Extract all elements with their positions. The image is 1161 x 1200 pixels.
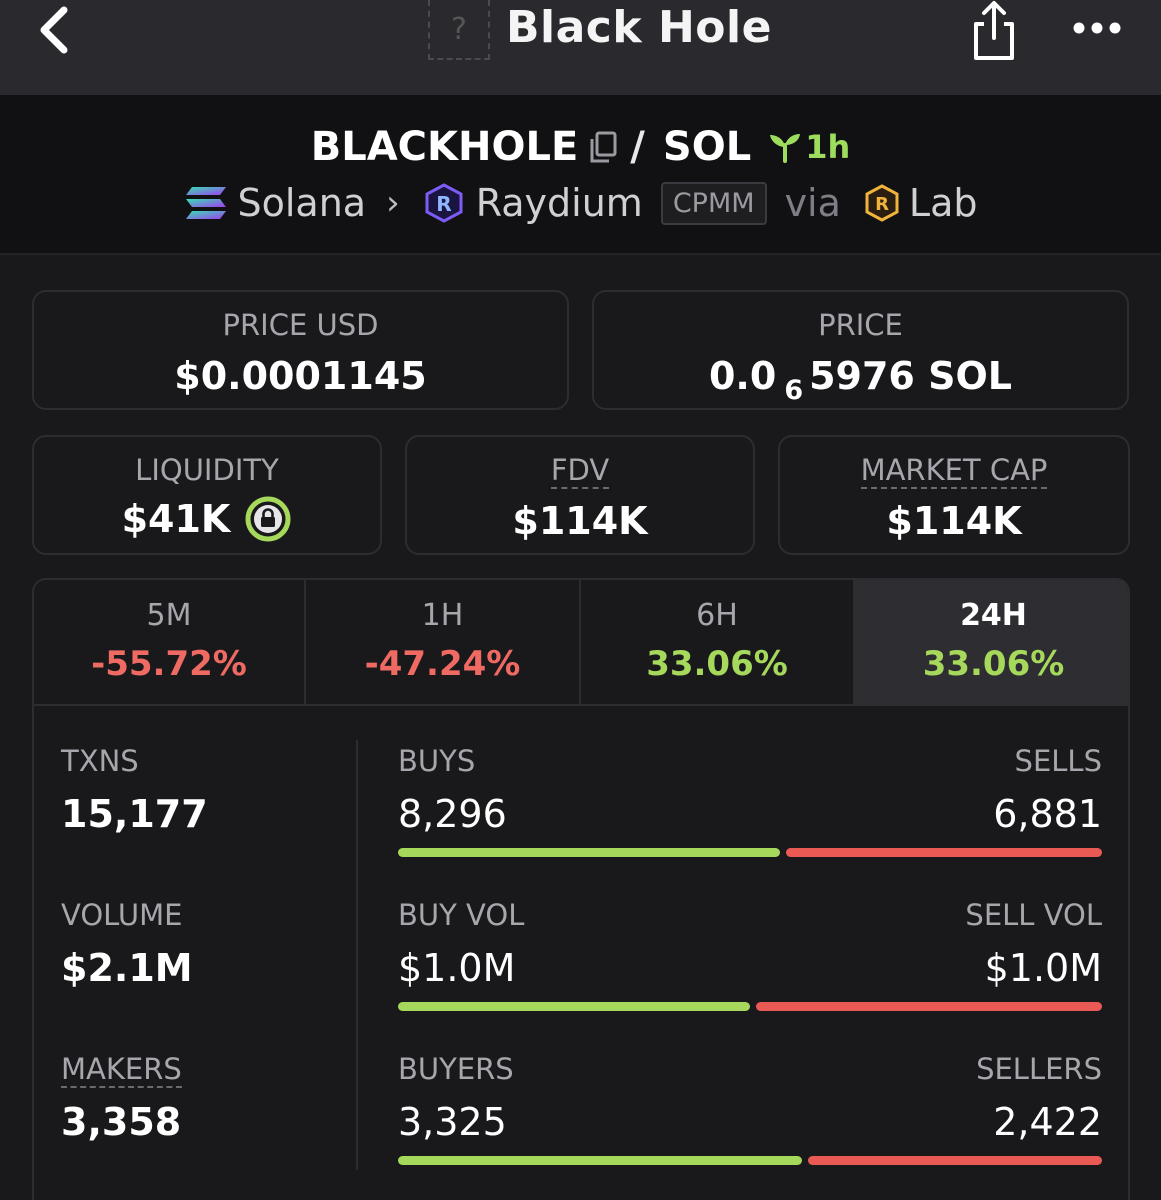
price-usd-label: PRICE USD — [222, 308, 379, 342]
back-chevron-icon[interactable] — [30, 4, 80, 56]
liquidity-value: $41K — [121, 497, 231, 541]
sellers-bar — [808, 1156, 1102, 1165]
tab-5m-change: -55.72% — [91, 644, 247, 684]
makers-value: 3,358 — [61, 1100, 182, 1144]
market-cap-label[interactable]: MARKET CAP — [860, 453, 1048, 489]
price-usd-card: PRICE USD $0.0001145 — [32, 290, 569, 410]
txns-label: TXNS — [61, 744, 139, 778]
via-label: via — [784, 181, 841, 225]
buys-bar — [398, 848, 780, 857]
sells-value: 6,881 — [993, 792, 1102, 836]
volume-value: $2.1M — [61, 946, 193, 990]
raydium-icon: R — [425, 183, 463, 223]
tab-1h-change: -47.24% — [364, 644, 521, 684]
tab-1h[interactable]: 1H -47.24% — [306, 580, 581, 704]
price-native-prefix: 0.0 — [708, 354, 777, 398]
token-image-placeholder: ? — [428, 0, 490, 60]
copy-icon[interactable] — [588, 130, 618, 164]
buys-value: 8,296 — [398, 792, 507, 836]
liquidity-card: LIQUIDITY $41K — [32, 435, 382, 555]
sellers-label: SELLERS — [976, 1052, 1102, 1086]
stats-divider — [356, 740, 358, 1170]
price-native-card: PRICE 0.0 6 5976 SOL — [592, 290, 1129, 410]
fdv-card: FDV $114K — [405, 435, 755, 555]
solana-icon — [185, 187, 226, 219]
pair-age-label: 1h — [805, 128, 851, 166]
buyers-label: BUYERS — [398, 1052, 514, 1086]
chevron-right-icon: › — [386, 183, 400, 223]
via-name[interactable]: Lab — [908, 181, 978, 225]
volume-label: VOLUME — [61, 898, 183, 932]
page-title: Black Hole — [506, 2, 772, 53]
base-token-symbol: BLACKHOLE — [310, 124, 579, 170]
timeframe-stats-panel: 5M -55.72% 1H -47.24% 6H 33.06% 24H 33.0… — [32, 578, 1130, 1200]
tab-6h[interactable]: 6H 33.06% — [581, 580, 855, 704]
pair-info-section: BLACKHOLE / SOL 1h Solana › R Ra — [0, 95, 1161, 255]
chain-dex-row: Solana › R Raydium CPMM via R Lab — [0, 178, 1161, 228]
stats-grid: TXNS 15,177 BUYS 8,296 SELLS 6,881 VOLUM… — [34, 706, 1128, 1200]
liquidity-value-row: $41K — [34, 495, 380, 543]
lab-icon: R — [865, 184, 899, 222]
sell-vol-bar — [756, 1002, 1102, 1011]
pair-title: BLACKHOLE / SOL 1h — [0, 123, 1161, 171]
tab-1h-label: 1H — [421, 598, 464, 633]
tab-6h-label: 6H — [696, 598, 738, 633]
fdv-label[interactable]: FDV — [550, 453, 610, 489]
liquidity-label: LIQUIDITY — [135, 453, 279, 487]
tab-5m-label: 5M — [146, 598, 192, 633]
buys-label: BUYS — [398, 744, 476, 778]
sell-vol-label: SELL VOL — [965, 898, 1102, 932]
seedling-icon — [770, 134, 801, 163]
tab-6h-change: 33.06% — [646, 644, 788, 684]
price-native-suffix: 5976 SOL — [809, 354, 1012, 398]
price-native-label: PRICE — [818, 308, 903, 342]
top-bar: ? Black Hole — [0, 0, 1161, 95]
tab-5m[interactable]: 5M -55.72% — [34, 580, 306, 704]
market-cap-card: MARKET CAP $114K — [778, 435, 1130, 555]
buy-vol-bar — [398, 1002, 750, 1011]
pool-type-badge: CPMM — [660, 181, 767, 225]
pair-separator: / — [630, 124, 645, 170]
market-cap-label-wrap: MARKET CAP — [780, 453, 1128, 489]
more-options-icon[interactable] — [1072, 18, 1122, 38]
price-native-value: 0.0 6 5976 SOL — [594, 354, 1127, 406]
txns-value: 15,177 — [61, 792, 208, 836]
price-native-zero-count: 6 — [784, 374, 804, 406]
buyers-value: 3,325 — [398, 1100, 507, 1144]
buy-vol-label: BUY VOL — [398, 898, 525, 932]
sells-bar — [786, 848, 1102, 857]
svg-text:R: R — [436, 192, 451, 216]
dex-name[interactable]: Raydium — [475, 181, 643, 225]
market-cap-value: $114K — [886, 499, 1022, 543]
tab-24h-change: 33.06% — [922, 644, 1065, 684]
lock-icon[interactable] — [244, 495, 292, 543]
fdv-value: $114K — [512, 499, 648, 543]
placeholder-question-icon: ? — [451, 11, 467, 47]
makers-label-wrap: MAKERS — [61, 1052, 182, 1088]
tab-24h[interactable]: 24H 33.06% — [855, 580, 1128, 704]
chain-name[interactable]: Solana — [237, 181, 367, 225]
sellers-value: 2,422 — [993, 1100, 1102, 1144]
buy-vol-value: $1.0M — [398, 946, 516, 990]
makers-label[interactable]: MAKERS — [61, 1052, 182, 1088]
price-usd-value: $0.0001145 — [174, 354, 427, 398]
sell-vol-value: $1.0M — [984, 946, 1102, 990]
svg-text:R: R — [875, 194, 889, 215]
buyers-bar — [398, 1156, 802, 1165]
timeframe-tabs: 5M -55.72% 1H -47.24% 6H 33.06% 24H 33.0… — [34, 580, 1128, 706]
pair-age: 1h — [767, 128, 850, 166]
share-icon[interactable] — [968, 0, 1020, 62]
tab-24h-label: 24H — [960, 598, 1027, 633]
sells-label: SELLS — [1014, 744, 1102, 778]
fdv-label-wrap: FDV — [407, 453, 753, 489]
quote-token-symbol: SOL — [662, 124, 752, 170]
